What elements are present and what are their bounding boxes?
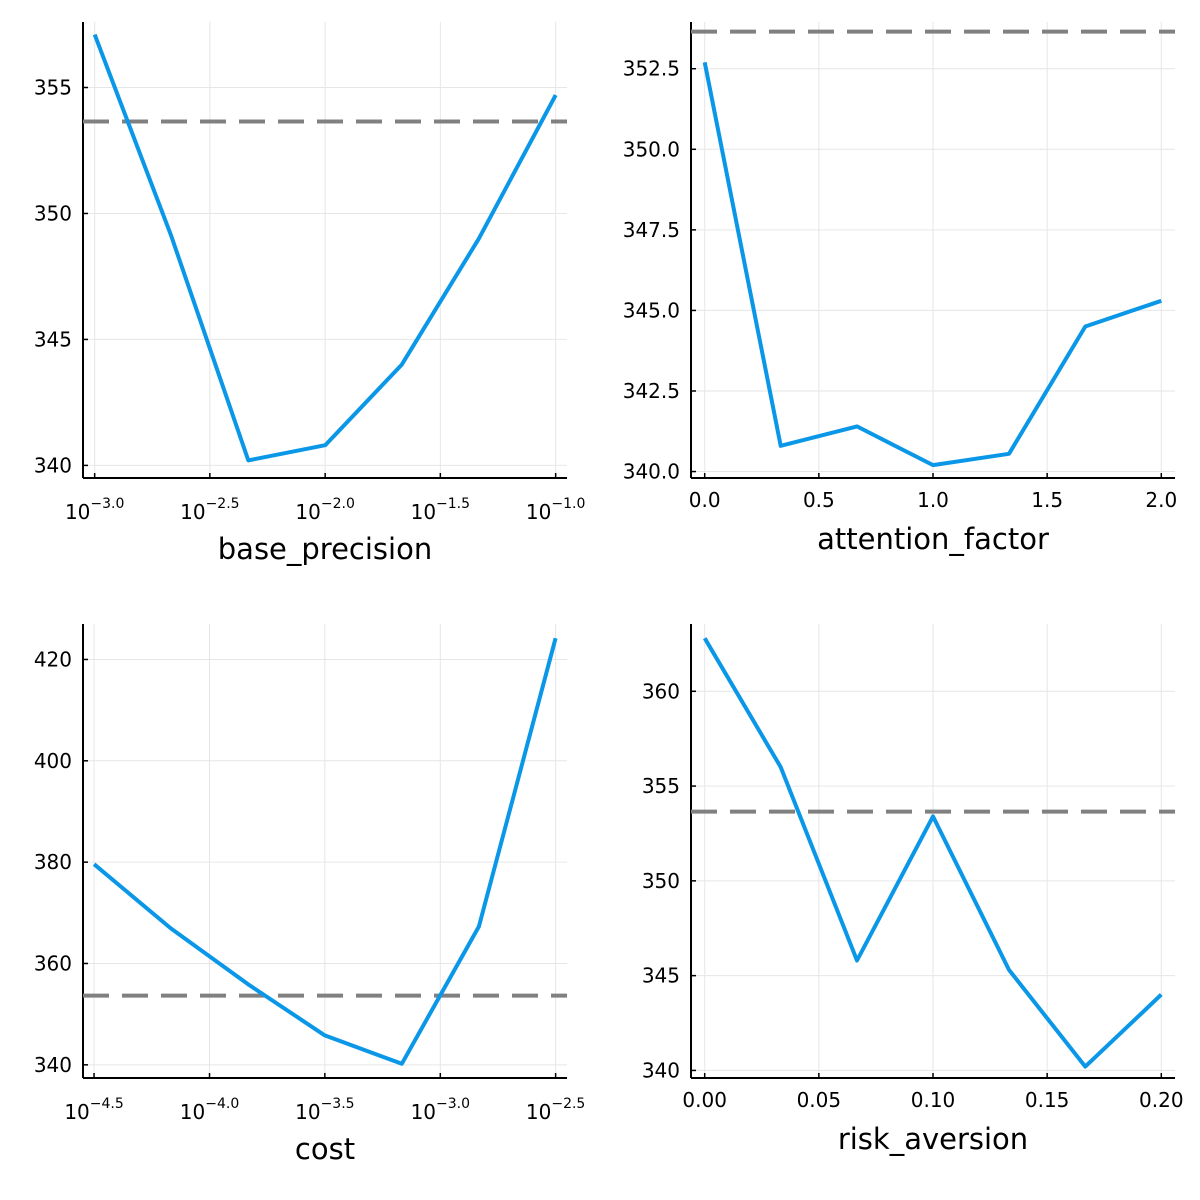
y-tick-label: 340 <box>34 1053 72 1077</box>
y-tick-label: 350 <box>642 869 680 893</box>
x-tick-label: 1.5 <box>1031 488 1063 512</box>
series-line <box>702 637 1163 1069</box>
x-tick-label: 0.0 <box>689 488 721 512</box>
x-tick-label: 10−4.5 <box>64 1096 123 1124</box>
y-tick-label: 380 <box>34 850 72 874</box>
panel-base-precision: base_precision 10−3.0 10−2.5 10−2.0 10−1.5 1… <box>34 22 585 566</box>
x-axis-label: cost <box>295 1132 355 1166</box>
series-line <box>92 33 558 463</box>
y-tick-label: 340 <box>34 453 72 477</box>
x-axis-label: base_precision <box>218 532 432 566</box>
panel-cost: cost 10−4.5 10−4.0 10−3.5 10−3.0 10−2.5 340 36… <box>34 624 585 1166</box>
x-tick-label: 2.0 <box>1145 488 1177 512</box>
series-line <box>702 61 1162 468</box>
y-tick-label: 355 <box>34 76 72 100</box>
x-tick-label: 10−3.0 <box>65 496 124 524</box>
x-tick-label: 10−2.0 <box>295 496 354 524</box>
x-tick-label: 10−2.5 <box>526 1096 585 1124</box>
x-axis-label: attention_factor <box>817 522 1049 556</box>
x-tick-label: 0.5 <box>803 488 835 512</box>
series-line <box>92 637 558 1066</box>
panel-attention-factor: attention_factor 0.0 0.5 1.0 1.5 2.0 340.0 342… <box>623 22 1177 556</box>
y-tick-label: 345 <box>642 964 680 988</box>
x-tick-label: 10−4.0 <box>180 1096 239 1124</box>
y-tick-label: 350.0 <box>623 137 680 161</box>
panel-risk-aversion: risk_aversion 0.00 0.05 0.10 0.15 0.20 340 345… <box>642 624 1184 1156</box>
x-tick-label: 0.10 <box>911 1088 956 1112</box>
y-tick-label: 360 <box>642 679 680 703</box>
y-tick-label: 360 <box>34 951 72 975</box>
y-tick-label: 340.0 <box>623 460 680 484</box>
x-tick-label: 10−1.5 <box>411 496 470 524</box>
x-axis-label: risk_aversion <box>838 1122 1028 1156</box>
x-tick-label: 10−3.0 <box>411 1096 470 1124</box>
x-tick-label: 1.0 <box>917 488 949 512</box>
x-tick-label: 0.05 <box>797 1088 842 1112</box>
y-tick-label: 420 <box>34 647 72 671</box>
y-tick-label: 345.0 <box>623 298 680 322</box>
y-tick-label: 347.5 <box>623 218 680 242</box>
y-tick-label: 350 <box>34 201 72 225</box>
y-tick-label: 345 <box>34 327 72 351</box>
x-tick-label: 0.20 <box>1139 1088 1184 1112</box>
y-tick-label: 352.5 <box>623 57 680 81</box>
x-tick-label: 10−3.5 <box>295 1096 354 1124</box>
y-tick-label: 400 <box>34 749 72 773</box>
y-tick-label: 355 <box>642 774 680 798</box>
y-tick-label: 342.5 <box>623 379 680 403</box>
x-tick-label: 10−1.0 <box>526 496 585 524</box>
x-tick-label: 0.15 <box>1025 1088 1070 1112</box>
x-tick-label: 0.00 <box>682 1088 727 1112</box>
x-tick-label: 10−2.5 <box>180 496 239 524</box>
y-tick-label: 340 <box>642 1058 680 1082</box>
